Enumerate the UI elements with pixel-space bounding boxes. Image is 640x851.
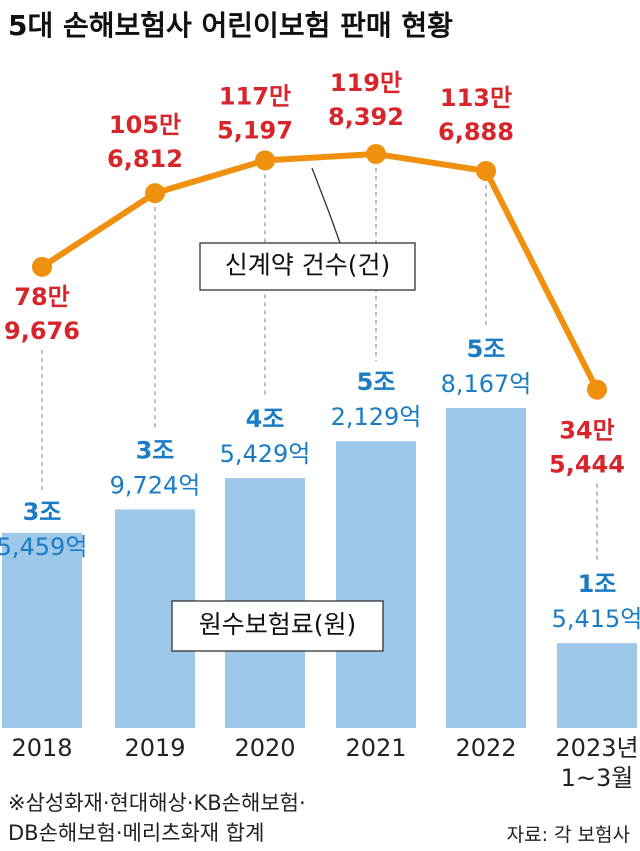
bar-value-label: 5,459억: [0, 533, 87, 561]
bar: [557, 643, 637, 728]
line-point: [145, 183, 165, 204]
legend-bar-box: [171, 600, 384, 652]
line-point: [255, 150, 275, 171]
bar-value-label: 2,129억: [331, 403, 422, 431]
source: 자료: 각 보험사: [506, 824, 630, 846]
line-value-label: 113만: [440, 84, 512, 112]
bar-value-label: 3조: [136, 436, 175, 464]
line-value-label: 6,888: [438, 118, 514, 146]
bar-value-label: 5,415억: [552, 605, 640, 633]
line-value-label: 78만: [14, 283, 69, 311]
bar: [2, 532, 82, 728]
line-point: [476, 160, 496, 181]
leader: [311, 167, 341, 244]
bar-value-label: 5,429억: [220, 440, 311, 468]
x-tick-label: 2021: [345, 734, 407, 762]
bar-value-label: 9,724억: [110, 471, 201, 499]
line-value-label: 5,197: [217, 116, 293, 144]
legend-line: 신계약 건수(건): [225, 251, 390, 280]
bar-value-label: 5조: [467, 335, 506, 363]
bar-value-label: 4조: [246, 405, 285, 433]
line-value-label: 119만: [330, 69, 402, 97]
bar-value-label: 1조: [578, 570, 617, 598]
bar: [446, 408, 526, 728]
line: [40, 151, 600, 391]
bar-value-label: 3조: [23, 498, 62, 526]
x-tick-label: 2019: [124, 734, 186, 762]
bar: [336, 441, 416, 728]
bar-value-label: 5조: [357, 368, 396, 396]
line-value-label: 9,676: [4, 317, 80, 345]
x-tick-label: 2023년 1~3월: [555, 734, 639, 792]
legend-line-box: [199, 242, 416, 291]
x-tick-label: 2020: [234, 734, 296, 762]
line-value-label: 6,812: [107, 145, 183, 173]
line-value-label: 117만: [219, 82, 291, 110]
x-tick-label: 2022: [455, 734, 517, 762]
line-point: [366, 144, 386, 164]
line-value-label: 5,444: [549, 451, 625, 479]
legend-bar: 원수보험료(원): [199, 610, 357, 639]
chart-title: 5대 손해보험사 어린이보험 판매 현황: [8, 9, 453, 42]
bar-value-label: 8,167억: [441, 370, 532, 398]
line-point: [587, 379, 607, 400]
x-tick-label: 2018: [11, 734, 73, 762]
line-point: [32, 256, 52, 277]
line-value-label: 8,392: [328, 103, 404, 131]
line-value-label: 105만: [109, 111, 181, 139]
footnote: ※삼성화재·현대해상·KB손해보험· DB손해보험·메리츠화재 합계: [8, 791, 306, 845]
line-value-label: 34만: [559, 417, 614, 445]
